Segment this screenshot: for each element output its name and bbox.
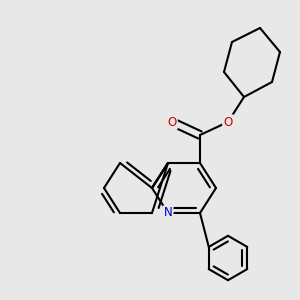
Text: N: N [164,206,172,220]
Text: O: O [224,116,232,128]
Text: O: O [167,116,177,128]
